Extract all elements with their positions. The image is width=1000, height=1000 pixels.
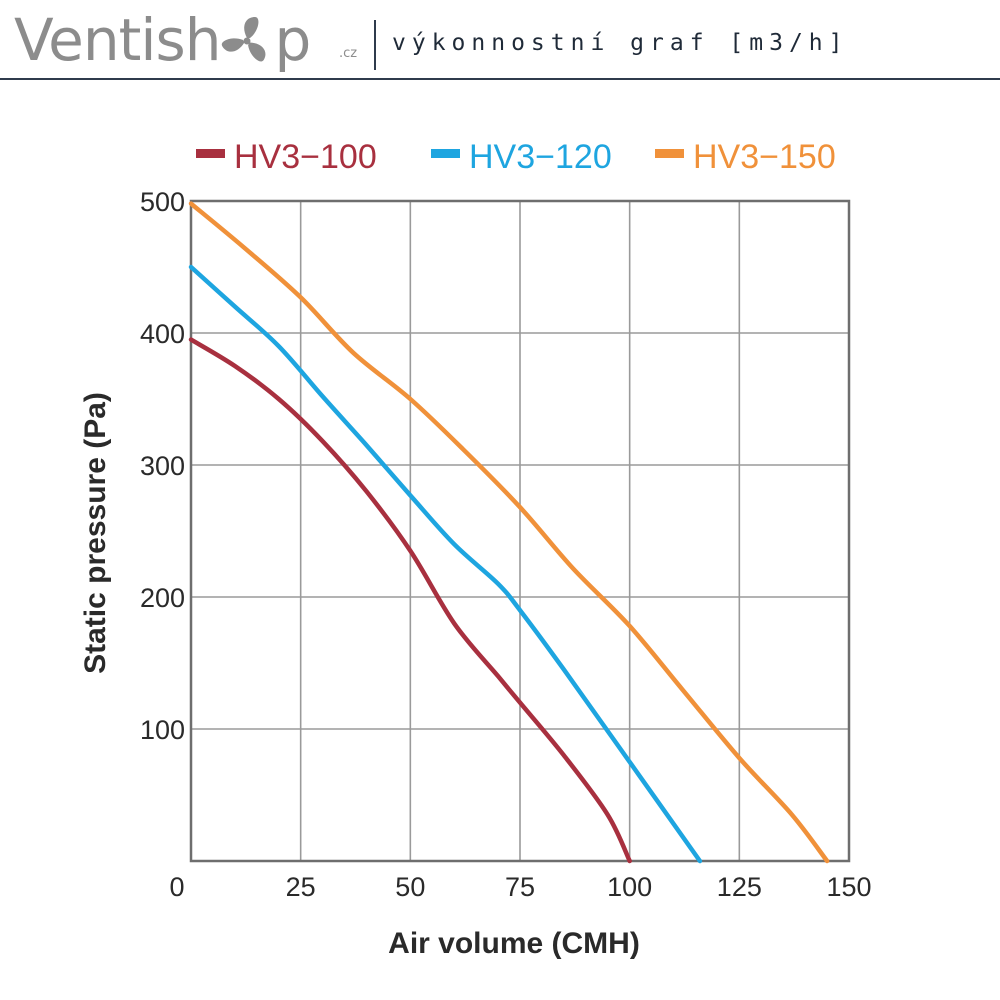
x-tick-label: 50 [395, 872, 425, 902]
plot-frame [189, 199, 851, 863]
fan-icon [222, 17, 266, 62]
y-tick-label: 200 [140, 583, 185, 613]
y-axis-title: Static pressure (Pa) [79, 392, 112, 674]
legend-swatch-1 [196, 149, 225, 158]
y-tick-label: 100 [140, 715, 185, 745]
page-subtitle: výkonnostní graf [m3/h] [392, 30, 849, 56]
legend-label-3: HV3−150 [693, 138, 836, 176]
y-tick-label: 400 [140, 319, 185, 349]
x-tick-label: 0 [169, 872, 184, 902]
logo-domain-suffix: .cz [339, 46, 358, 61]
legend-label-1: HV3−100 [234, 138, 377, 176]
legend-swatch-3 [655, 149, 684, 158]
x-axis-title: Air volume (CMH) [388, 927, 640, 960]
logo-text-end: p [274, 6, 311, 74]
x-tick-label: 25 [286, 872, 316, 902]
series-line-3 [188, 201, 830, 864]
series-line-2 [188, 264, 703, 864]
x-tick-label: 75 [505, 872, 535, 902]
x-tick-label: 100 [607, 872, 652, 902]
header-bar: Ventish p .cz výkonnostní graf [m3/h] [0, 0, 1000, 80]
y-tick-label: 500 [140, 187, 185, 217]
ventishop-logo[interactable]: Ventish p [14, 4, 311, 76]
legend-swatch-2 [431, 149, 460, 158]
legend-label-2: HV3−120 [469, 138, 612, 176]
x-tick-label: 150 [826, 872, 871, 902]
header-divider [374, 20, 376, 70]
x-tick-label: 125 [717, 872, 762, 902]
logo-text: Ventish [14, 6, 221, 74]
y-tick-label: 300 [140, 451, 185, 481]
series-line-1 [188, 337, 632, 864]
